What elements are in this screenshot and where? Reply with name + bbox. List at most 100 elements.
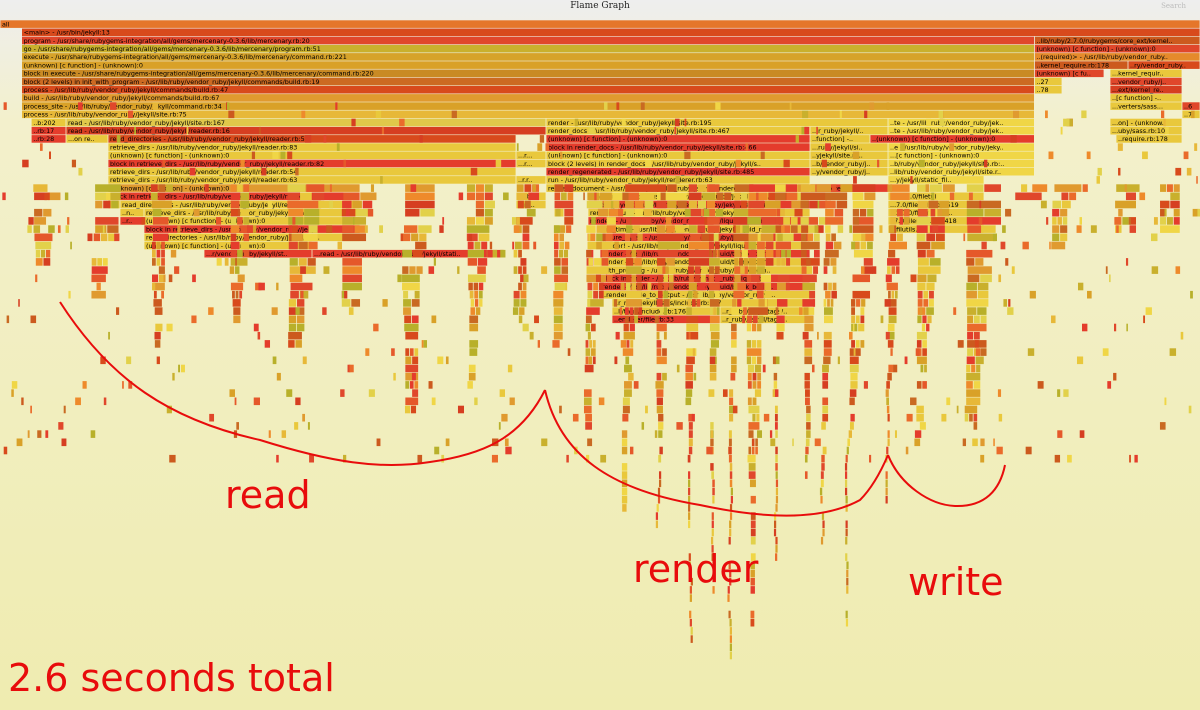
flame-frame[interactable] xyxy=(1008,299,1011,307)
flame-frame[interactable] xyxy=(714,274,720,283)
flame-frame[interactable] xyxy=(421,340,424,348)
flame-frame[interactable] xyxy=(688,249,710,258)
flame-frame[interactable] xyxy=(1118,167,1121,176)
flame-frame[interactable] xyxy=(859,208,867,217)
flame-frame[interactable] xyxy=(888,307,897,315)
flame-frame[interactable] xyxy=(748,422,760,430)
flame-frame[interactable] xyxy=(728,446,732,455)
flame-frame[interactable] xyxy=(783,217,790,225)
flame-frame[interactable] xyxy=(108,167,516,176)
flame-frame[interactable] xyxy=(403,225,418,233)
flame-frame[interactable] xyxy=(612,315,720,324)
flame-frame[interactable] xyxy=(520,258,527,266)
flame-frame[interactable] xyxy=(729,635,732,643)
flame-frame[interactable] xyxy=(364,225,368,233)
flame-frame[interactable] xyxy=(946,397,951,406)
flame-frame[interactable] xyxy=(559,249,564,258)
flame-frame[interactable] xyxy=(468,364,476,373)
flame-frame[interactable] xyxy=(629,315,634,324)
flame-frame[interactable] xyxy=(351,118,356,127)
flame-frame[interactable] xyxy=(230,282,244,291)
flame-frame[interactable] xyxy=(688,290,693,299)
flame-frame[interactable] xyxy=(280,151,286,160)
flame-frame[interactable] xyxy=(11,381,18,389)
flame-frame[interactable] xyxy=(711,512,714,520)
flame-frame[interactable] xyxy=(775,495,779,504)
flame-frame[interactable] xyxy=(886,282,898,291)
flame-frame[interactable] xyxy=(116,135,121,143)
flame-frame[interactable] xyxy=(750,561,755,570)
flame-frame[interactable] xyxy=(688,479,691,488)
flame-frame[interactable] xyxy=(1052,200,1062,209)
flame-frame[interactable] xyxy=(830,258,837,266)
flame-frame[interactable] xyxy=(633,381,639,389)
flame-frame[interactable] xyxy=(474,299,479,307)
flame-frame[interactable] xyxy=(237,217,243,225)
flame-frame[interactable] xyxy=(1128,61,1200,69)
flame-frame[interactable] xyxy=(709,299,720,307)
flame-frame[interactable] xyxy=(33,184,48,192)
flame-frame[interactable] xyxy=(710,430,714,438)
flame-frame[interactable] xyxy=(757,323,762,332)
flame-frame[interactable] xyxy=(512,307,519,315)
flame-frame[interactable] xyxy=(286,389,293,397)
flame-frame[interactable] xyxy=(967,274,980,283)
flame-frame[interactable] xyxy=(804,323,814,332)
flame-frame[interactable] xyxy=(822,520,825,529)
flame-frame[interactable] xyxy=(466,217,476,225)
flame-frame[interactable] xyxy=(1170,192,1180,201)
flame-frame[interactable] xyxy=(44,192,50,201)
flame-frame[interactable] xyxy=(810,151,888,160)
flame-frame[interactable] xyxy=(846,569,849,578)
flame-frame[interactable] xyxy=(172,372,175,381)
flame-frame[interactable] xyxy=(976,364,981,373)
flame-frame[interactable] xyxy=(473,282,479,291)
flame-frame[interactable] xyxy=(731,323,737,332)
flame-frame[interactable] xyxy=(518,282,522,291)
flame-frame[interactable] xyxy=(442,217,445,225)
flame-frame[interactable] xyxy=(393,372,396,381)
flame-frame[interactable] xyxy=(365,348,370,356)
flame-frame[interactable] xyxy=(696,299,701,307)
flame-frame[interactable] xyxy=(813,249,820,258)
flame-frame[interactable] xyxy=(863,258,873,266)
flame-frame[interactable] xyxy=(647,282,652,291)
flame-frame[interactable] xyxy=(984,184,1001,192)
flame-frame[interactable] xyxy=(1029,290,1036,299)
flame-frame[interactable] xyxy=(820,471,824,479)
flame-frame[interactable] xyxy=(645,159,652,168)
flame-frame[interactable] xyxy=(1040,200,1047,209)
flame-frame[interactable] xyxy=(403,290,409,299)
flame-frame[interactable] xyxy=(822,446,827,455)
flame-frame[interactable] xyxy=(520,274,526,283)
flame-frame[interactable] xyxy=(253,323,259,332)
flame-frame[interactable] xyxy=(553,323,563,332)
flame-frame[interactable] xyxy=(288,299,297,307)
flame-frame[interactable] xyxy=(467,381,473,389)
flame-frame[interactable] xyxy=(823,340,832,348)
flame-frame[interactable] xyxy=(922,348,927,356)
flame-frame[interactable] xyxy=(804,454,808,463)
flame-frame[interactable] xyxy=(657,266,663,274)
flame-frame[interactable] xyxy=(688,184,697,192)
flame-frame[interactable] xyxy=(75,397,81,406)
flame-frame[interactable] xyxy=(553,299,564,307)
flame-frame[interactable] xyxy=(526,208,536,217)
flame-frame[interactable] xyxy=(428,266,435,274)
flame-frame[interactable] xyxy=(746,274,752,283)
flame-frame[interactable] xyxy=(232,299,241,307)
flame-frame[interactable] xyxy=(288,241,298,250)
flame-frame[interactable] xyxy=(750,586,755,594)
flame-frame[interactable] xyxy=(690,627,693,635)
flame-frame[interactable] xyxy=(847,438,851,447)
flame-frame[interactable] xyxy=(517,200,524,209)
flame-frame[interactable] xyxy=(624,364,632,373)
flame-frame[interactable] xyxy=(800,217,809,225)
flame-frame[interactable] xyxy=(852,274,871,283)
flame-frame[interactable] xyxy=(120,208,144,217)
flame-frame[interactable] xyxy=(776,323,785,332)
flame-frame[interactable] xyxy=(621,487,628,496)
flame-frame[interactable] xyxy=(657,241,681,250)
flame-frame[interactable] xyxy=(300,192,312,201)
flame-frame[interactable] xyxy=(65,225,69,233)
